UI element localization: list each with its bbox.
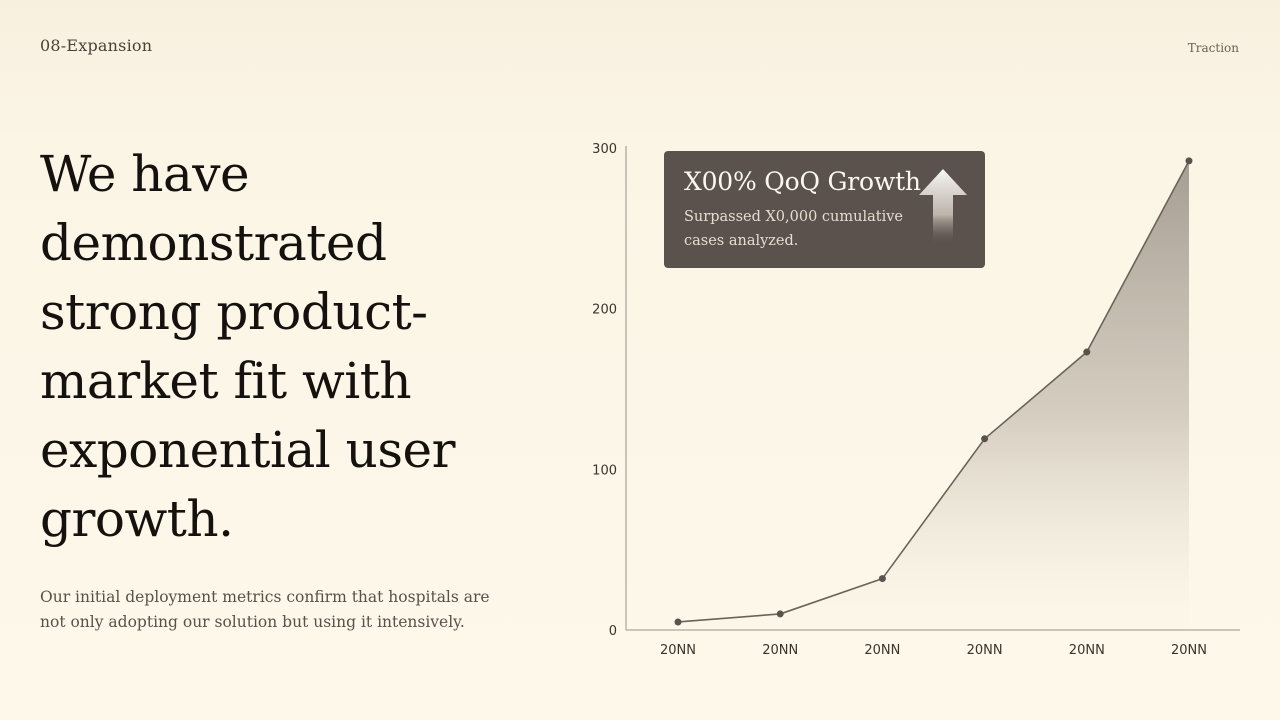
x-tick-label: 20NN: [864, 643, 900, 658]
y-tick-label: 100: [592, 463, 617, 478]
y-tick-label: 0: [609, 624, 617, 639]
up-arrow-icon: [919, 169, 967, 245]
area-fill: [678, 160, 1189, 630]
data-point: [1185, 157, 1193, 165]
callout-title: X00% QoQ Growth: [684, 167, 921, 196]
series-line: [677, 160, 1190, 623]
body-text: Our initial deployment metrics confirm t…: [40, 588, 490, 631]
slide-tag: Traction: [1187, 41, 1239, 55]
data-point: [776, 610, 784, 618]
x-tick-label: 20NN: [967, 643, 1003, 658]
x-tick-label: 20NN: [762, 643, 798, 658]
data-point: [1083, 348, 1091, 356]
growth-chart: 0 100 200 300 20NN 20NN 20NN 20NN 20NN 20NN: [592, 142, 1240, 658]
x-tick-label: 20NN: [1069, 643, 1105, 658]
data-point: [878, 575, 886, 583]
data-point: [674, 618, 682, 626]
y-tick-label: 200: [592, 303, 617, 318]
x-tick-label: 20NN: [1171, 643, 1207, 658]
callout-subtitle: Surpassed X0,000 cumulative cases analyz…: [684, 209, 903, 249]
x-tick-label: 20NN: [660, 643, 696, 658]
y-tick-label: 300: [592, 142, 617, 157]
headline: We have demonstrated strong product-mark…: [40, 145, 456, 548]
section-label: 08-Expansion: [40, 36, 153, 55]
data-point: [981, 435, 989, 443]
growth-callout: X00% QoQ Growth Surpassed X0,000 cumulat…: [664, 151, 985, 268]
